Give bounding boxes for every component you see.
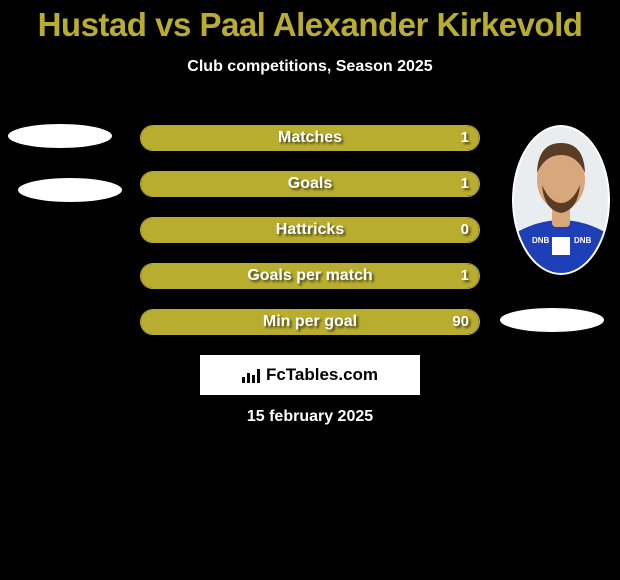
stat-label: Hattricks bbox=[141, 218, 479, 242]
stat-row: Min per goal90 bbox=[140, 309, 480, 335]
stat-label: Min per goal bbox=[141, 310, 479, 334]
stat-label: Goals per match bbox=[141, 264, 479, 288]
player-right-avatar: DNB DNB bbox=[512, 125, 610, 275]
stat-row: Goals1 bbox=[140, 171, 480, 197]
stat-value-right: 1 bbox=[461, 126, 469, 150]
date: 15 february 2025 bbox=[0, 408, 620, 426]
placeholder-ellipse bbox=[500, 308, 604, 332]
watermark: FcTables.com bbox=[200, 355, 420, 395]
stat-row: Matches1 bbox=[140, 125, 480, 151]
stat-value-right: 90 bbox=[452, 310, 469, 334]
subtitle: Club competitions, Season 2025 bbox=[0, 58, 620, 76]
stat-label: Matches bbox=[141, 126, 479, 150]
watermark-text: FcTables.com bbox=[266, 365, 378, 384]
stat-row: Hattricks0 bbox=[140, 217, 480, 243]
stat-value-right: 1 bbox=[461, 264, 469, 288]
page-title: Hustad vs Paal Alexander Kirkevold bbox=[0, 0, 620, 44]
placeholder-ellipse bbox=[18, 178, 122, 202]
placeholder-ellipse bbox=[8, 124, 112, 148]
svg-text:DNB: DNB bbox=[574, 236, 592, 245]
stats-bars: Matches1Goals1Hattricks0Goals per match1… bbox=[140, 125, 480, 355]
stat-row: Goals per match1 bbox=[140, 263, 480, 289]
chart-icon bbox=[242, 367, 262, 383]
stat-label: Goals bbox=[141, 172, 479, 196]
stat-value-right: 0 bbox=[461, 218, 469, 242]
svg-text:DNB: DNB bbox=[532, 236, 550, 245]
stat-value-right: 1 bbox=[461, 172, 469, 196]
